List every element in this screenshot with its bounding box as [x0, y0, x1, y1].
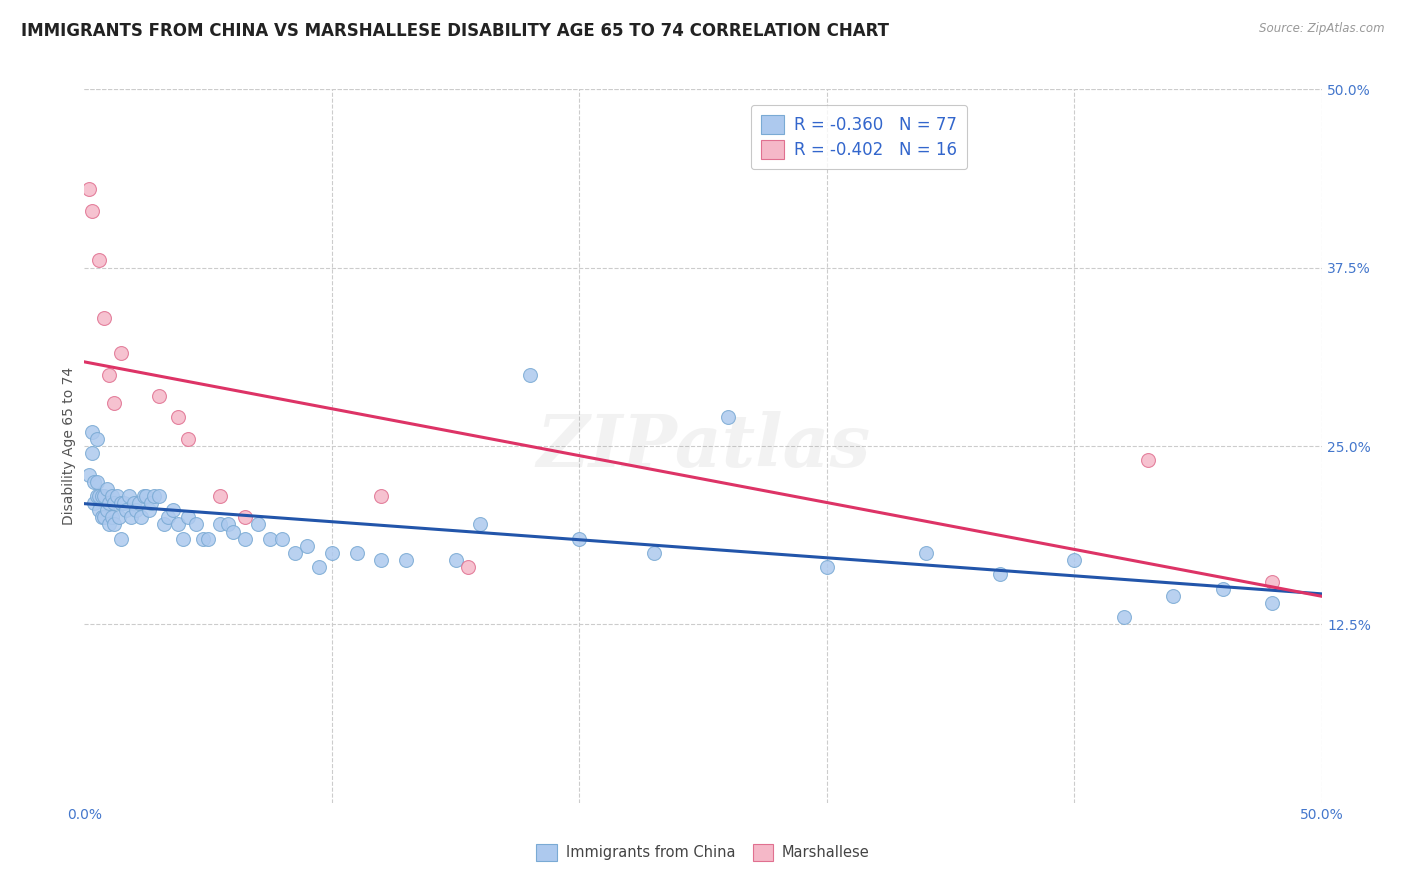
Y-axis label: Disability Age 65 to 74: Disability Age 65 to 74 — [62, 367, 76, 525]
Point — [83, 475, 105, 489]
Point — [167, 517, 190, 532]
Point — [308, 560, 330, 574]
Point — [271, 532, 294, 546]
Point — [1161, 589, 1184, 603]
Point — [148, 489, 170, 503]
Point — [110, 496, 132, 510]
Point — [568, 532, 591, 546]
Point — [172, 532, 194, 546]
Point — [233, 532, 256, 546]
Point — [122, 496, 145, 510]
Point — [295, 539, 318, 553]
Point — [321, 546, 343, 560]
Point — [138, 503, 160, 517]
Point — [90, 510, 112, 524]
Point — [141, 496, 163, 510]
Point — [233, 510, 256, 524]
Point — [162, 503, 184, 517]
Point — [1112, 610, 1135, 624]
Point — [86, 489, 108, 503]
Point — [90, 489, 112, 503]
Legend: Immigrants from China, Marshallese: Immigrants from China, Marshallese — [530, 838, 876, 867]
Point — [115, 503, 138, 517]
Point — [98, 496, 121, 510]
Point — [444, 553, 467, 567]
Point — [100, 510, 122, 524]
Point — [93, 489, 115, 503]
Point — [118, 489, 141, 503]
Point — [86, 475, 108, 489]
Text: ZIPatlas: ZIPatlas — [536, 410, 870, 482]
Point — [125, 503, 148, 517]
Point — [96, 503, 118, 517]
Point — [157, 510, 180, 524]
Point — [142, 489, 165, 503]
Point — [1063, 553, 1085, 567]
Point — [209, 489, 232, 503]
Point — [79, 182, 101, 196]
Point — [132, 489, 155, 503]
Point — [519, 368, 541, 382]
Point — [83, 496, 105, 510]
Point — [89, 253, 111, 268]
Point — [197, 532, 219, 546]
Point — [96, 482, 118, 496]
Point — [148, 389, 170, 403]
Point — [110, 532, 132, 546]
Point — [80, 203, 103, 218]
Point — [191, 532, 214, 546]
Point — [470, 517, 492, 532]
Point — [1261, 596, 1284, 610]
Point — [1212, 582, 1234, 596]
Point — [98, 517, 121, 532]
Point — [259, 532, 281, 546]
Point — [152, 517, 174, 532]
Point — [346, 546, 368, 560]
Point — [103, 496, 125, 510]
Point — [717, 410, 740, 425]
Point — [457, 560, 479, 574]
Point — [89, 489, 111, 503]
Point — [370, 489, 392, 503]
Point — [80, 425, 103, 439]
Point — [86, 432, 108, 446]
Point — [988, 567, 1011, 582]
Point — [79, 467, 101, 482]
Point — [815, 560, 838, 574]
Point — [105, 489, 128, 503]
Point — [89, 503, 111, 517]
Point — [1261, 574, 1284, 589]
Point — [370, 553, 392, 567]
Point — [128, 496, 150, 510]
Point — [1137, 453, 1160, 467]
Point — [103, 517, 125, 532]
Point — [93, 510, 115, 524]
Point — [184, 517, 207, 532]
Point — [80, 446, 103, 460]
Point — [103, 396, 125, 410]
Text: IMMIGRANTS FROM CHINA VS MARSHALLESE DISABILITY AGE 65 TO 74 CORRELATION CHART: IMMIGRANTS FROM CHINA VS MARSHALLESE DIS… — [21, 22, 889, 40]
Point — [643, 546, 665, 560]
Point — [222, 524, 245, 539]
Point — [246, 517, 269, 532]
Point — [167, 410, 190, 425]
Point — [112, 496, 135, 510]
Point — [100, 489, 122, 503]
Point — [129, 510, 152, 524]
Point — [98, 368, 121, 382]
Point — [209, 517, 232, 532]
Point — [120, 510, 142, 524]
Point — [110, 346, 132, 360]
Point — [93, 310, 115, 325]
Point — [135, 489, 157, 503]
Point — [284, 546, 307, 560]
Point — [914, 546, 936, 560]
Point — [108, 510, 131, 524]
Point — [217, 517, 239, 532]
Point — [395, 553, 418, 567]
Point — [177, 432, 200, 446]
Point — [177, 510, 200, 524]
Text: Source: ZipAtlas.com: Source: ZipAtlas.com — [1260, 22, 1385, 36]
